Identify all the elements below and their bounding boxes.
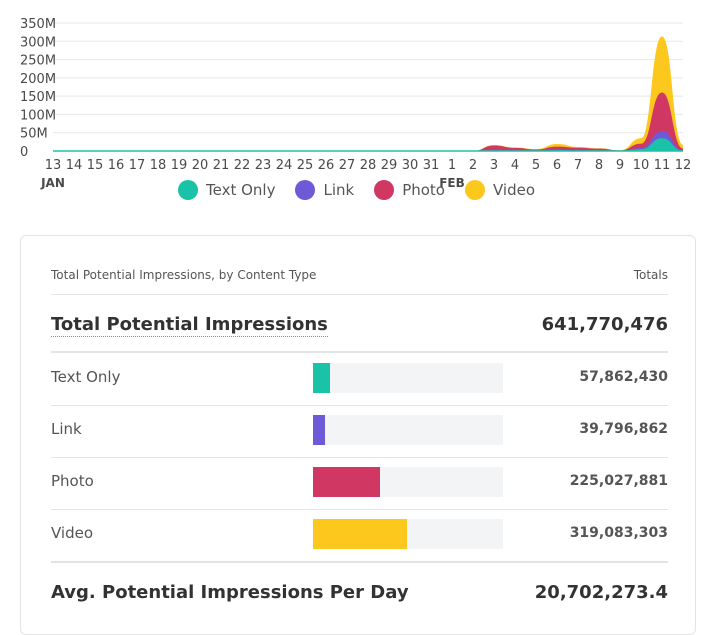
share-bar-fill-text-only xyxy=(313,363,331,393)
x-tick-label: 17 xyxy=(129,158,146,173)
x-tick-label: 6 xyxy=(553,158,561,173)
y-tick-label: 100M xyxy=(20,108,56,123)
legend-label-text-only: Text Only xyxy=(206,181,276,199)
row-value: 39,796,862 xyxy=(579,421,668,437)
x-tick-label: 25 xyxy=(297,158,314,173)
x-tick-label: 7 xyxy=(574,158,582,173)
x-tick-label: 11 xyxy=(654,158,671,173)
share-bar-fill-photo xyxy=(313,467,380,497)
legend-item-photo[interactable]: Photo xyxy=(374,180,445,200)
x-tick-label: 21 xyxy=(213,158,230,173)
y-tick-label: 200M xyxy=(20,72,56,87)
x-tick-label: 3 xyxy=(490,158,498,173)
average-label: Avg. Potential Impressions Per Day xyxy=(51,582,409,603)
y-tick-label: 50M xyxy=(20,127,48,142)
x-tick-label: 27 xyxy=(339,158,356,173)
x-tick-label: 31 xyxy=(423,158,440,173)
row-label: Link xyxy=(51,420,82,438)
x-tick-label: 22 xyxy=(234,158,251,173)
x-tick-label: 15 xyxy=(87,158,104,173)
legend-swatch-link xyxy=(295,180,316,200)
legend-swatch-photo xyxy=(374,180,395,200)
legend-label-photo: Photo xyxy=(402,181,445,199)
table-row-text-only: Text Only 57,862,430 xyxy=(51,353,668,406)
table-row-link: Link 39,796,862 xyxy=(51,405,668,458)
row-label: Text Only xyxy=(51,368,121,386)
x-tick-label: 1 xyxy=(448,158,456,173)
legend-item-link[interactable]: Link xyxy=(295,180,354,200)
x-tick-label: 9 xyxy=(616,158,624,173)
legend-swatch-text-only xyxy=(178,180,198,200)
row-value: 225,027,881 xyxy=(569,473,668,489)
x-tick-label: 30 xyxy=(402,158,419,173)
y-tick-label: 0 xyxy=(20,145,28,160)
share-bar-track xyxy=(313,363,503,393)
x-tick-label: 14 xyxy=(66,158,83,173)
share-bar-track xyxy=(313,415,503,445)
average-row: Avg. Potential Impressions Per Day 20,70… xyxy=(51,566,668,616)
x-tick-label: 19 xyxy=(171,158,188,173)
area-photo xyxy=(53,92,683,151)
x-month-label: FEB xyxy=(439,176,465,190)
y-tick-label: 150M xyxy=(20,90,56,105)
x-tick-label: 16 xyxy=(108,158,125,173)
x-tick-label: 29 xyxy=(381,158,398,173)
share-bar-fill-link xyxy=(313,415,325,445)
table-header-totals: Totals xyxy=(633,268,668,282)
area-video xyxy=(53,36,683,151)
x-tick-label: 5 xyxy=(532,158,540,173)
x-tick-label: 10 xyxy=(633,158,650,173)
row-label: Photo xyxy=(51,472,94,490)
x-tick-label: 26 xyxy=(318,158,335,173)
x-tick-label: 13 xyxy=(45,158,62,173)
grid-lines xyxy=(53,22,683,152)
x-tick-label: 24 xyxy=(276,158,293,173)
legend-item-video[interactable]: Video xyxy=(464,180,536,200)
legend-item-text-only[interactable]: Text Only xyxy=(178,180,275,200)
share-bar-fill-video xyxy=(313,519,408,549)
x-month-label: JAN xyxy=(40,176,65,190)
legend-label-video: Video xyxy=(492,181,536,199)
x-tick-label: 2 xyxy=(469,158,477,173)
series-areas xyxy=(53,36,683,152)
average-value: 20,702,273.4 xyxy=(534,582,668,603)
total-label[interactable]: Total Potential Impressions xyxy=(51,314,328,337)
x-tick-label: 28 xyxy=(360,158,377,173)
x-tick-label: 18 xyxy=(150,158,167,173)
table-header-label: Total Potential Impressions, by Content … xyxy=(51,268,317,282)
x-tick-label: 12 xyxy=(675,158,692,173)
y-tick-label: 350M xyxy=(20,17,56,32)
table-header: Total Potential Impressions, by Content … xyxy=(51,264,668,295)
share-bar-track xyxy=(313,467,503,497)
y-tick-label: 250M xyxy=(20,54,56,69)
table-row-photo: Photo 225,027,881 xyxy=(51,457,668,510)
legend-label-link: Link xyxy=(323,181,355,199)
row-value: 57,862,430 xyxy=(579,369,668,385)
y-axis-ticks: 0 50M 100M 150M 200M 250M 300M 350M xyxy=(20,17,56,160)
row-label: Video xyxy=(51,524,94,542)
row-value: 319,083,303 xyxy=(569,525,668,541)
x-tick-label: 20 xyxy=(192,158,209,173)
impressions-summary-card: Total Potential Impressions, by Content … xyxy=(20,235,696,635)
share-bar-track xyxy=(313,519,503,549)
x-tick-label: 4 xyxy=(511,158,519,173)
x-tick-label: 8 xyxy=(595,158,603,173)
table-row-video: Video 319,083,303 xyxy=(51,509,668,563)
total-row: Total Potential Impressions 641,770,476 xyxy=(51,296,668,353)
x-tick-label: 23 xyxy=(255,158,272,173)
y-tick-label: 300M xyxy=(20,35,56,50)
x-axis-ticks: 13 14 15 16 17 18 19 20 21 22 23 24 25 26 27 28 29 30 31 1 2… xyxy=(40,158,691,190)
legend-swatch-video xyxy=(464,180,485,200)
total-value: 641,770,476 xyxy=(541,314,668,335)
chart-legend: Text Only Link Photo Video xyxy=(178,180,555,200)
